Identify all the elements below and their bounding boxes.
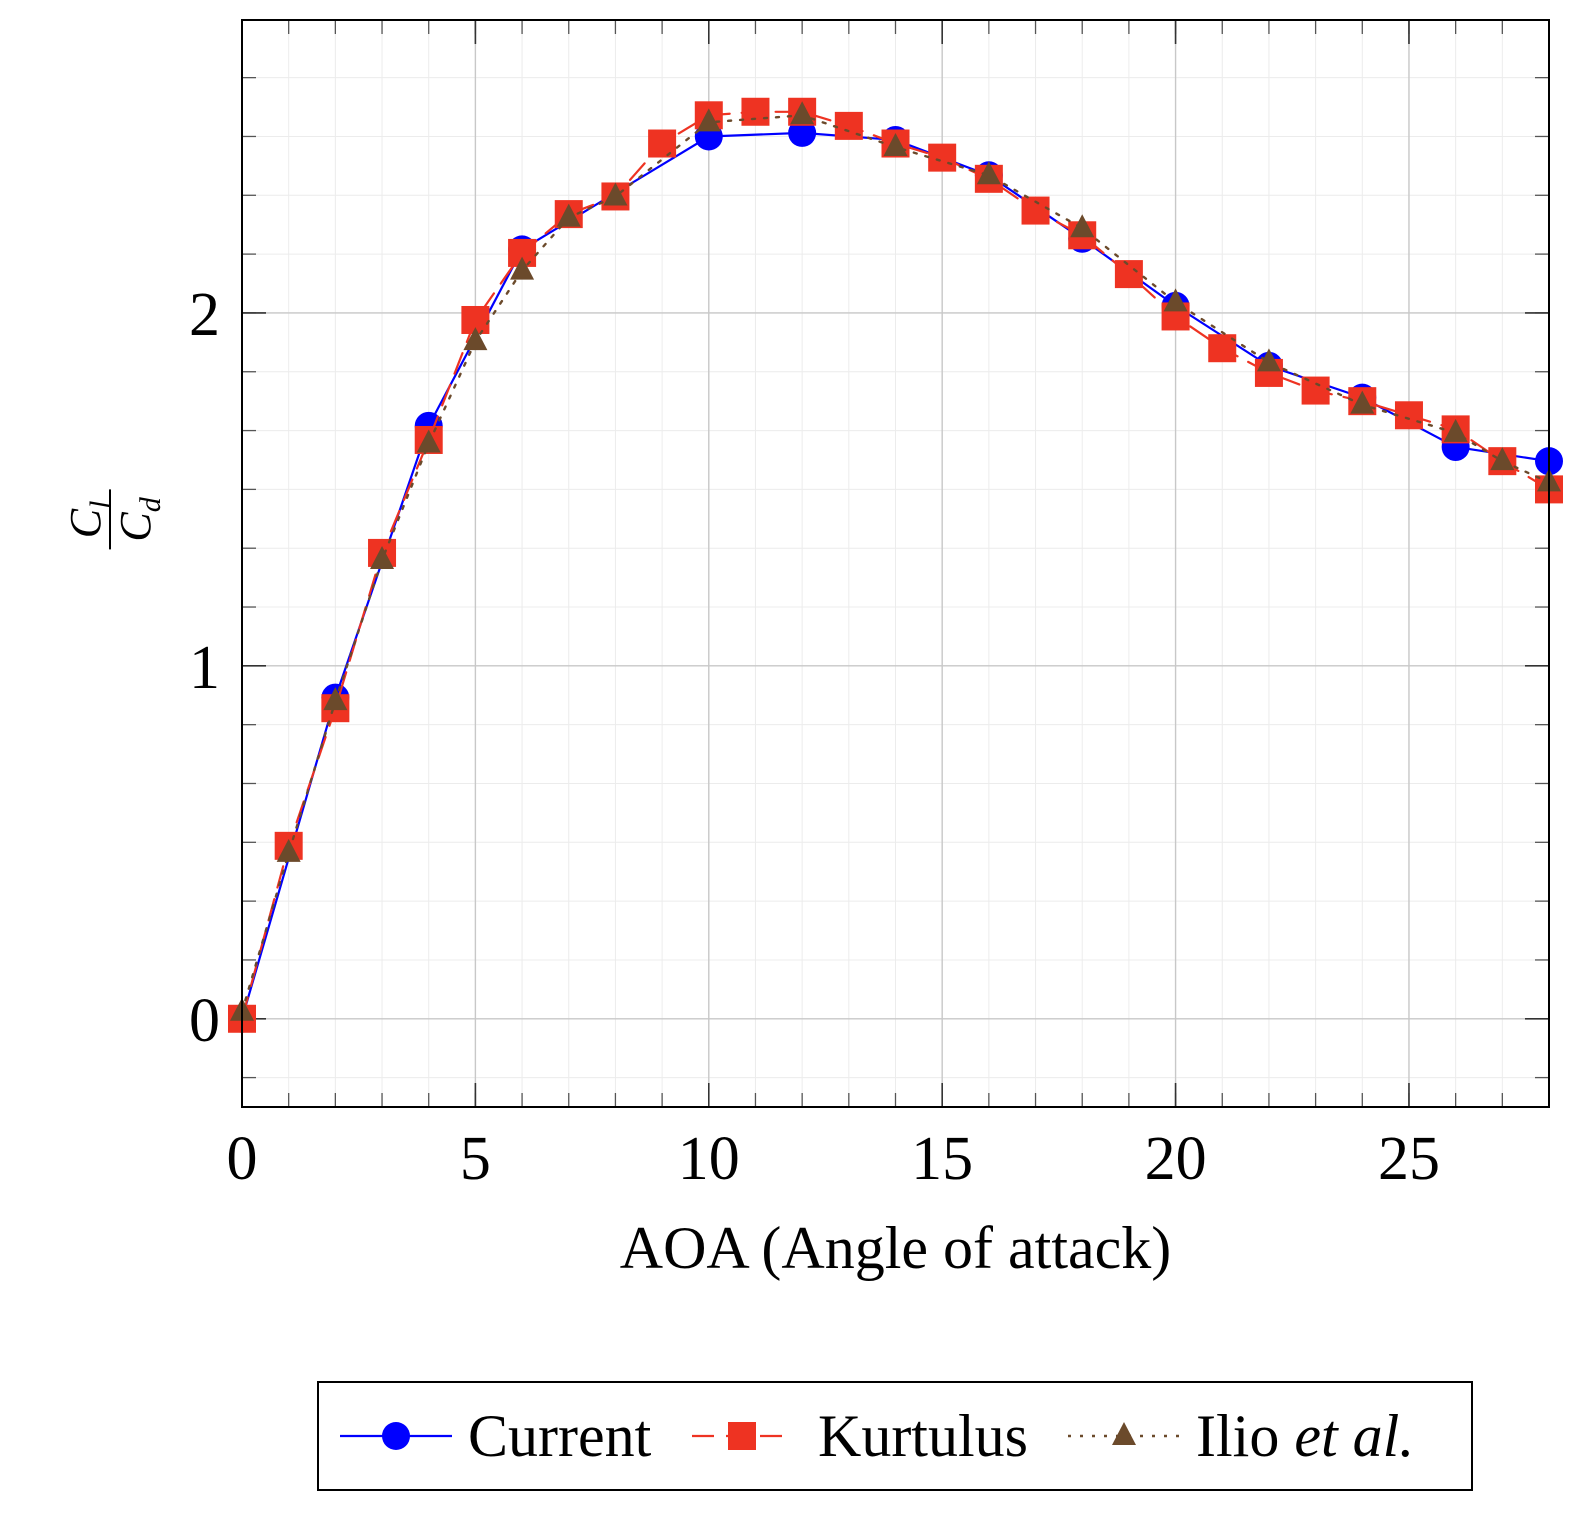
legend-label-kurtulus: Kurtulus — [818, 1403, 1028, 1469]
data-point-ilio-et-al — [510, 256, 535, 280]
y-tick-label: 0 — [189, 987, 220, 1055]
axis-ticks — [241, 20, 1550, 1107]
data-point-kurtulus — [1114, 260, 1143, 289]
legend-box — [317, 1381, 1473, 1491]
x-tick-label: 20 — [1145, 1125, 1207, 1193]
legend-entry-kurtulus: Kurtulus — [692, 1403, 1028, 1469]
data-point-ilio-et-al — [276, 838, 301, 862]
data-point-ilio-et-al — [463, 327, 488, 351]
plot-frame — [241, 19, 1550, 1108]
legend-marker-kurtulus — [728, 1422, 756, 1450]
series-line-ilio-et-al — [240, 114, 1551, 1013]
x-axis-label: AOA (Angle of attack) — [620, 1215, 1171, 1281]
data-point-ilio-et-al — [696, 108, 721, 132]
legend-entry-current: Current — [340, 1403, 652, 1469]
series-line-kurtulus — [240, 110, 1551, 1020]
data-point-current — [788, 118, 817, 147]
x-tick-label: 25 — [1378, 1125, 1440, 1193]
data-point-ilio-et-al — [556, 203, 581, 227]
legend-label-current: Current — [468, 1403, 652, 1469]
y-tick-label: 2 — [189, 281, 220, 349]
y-axis-label-numerator-subscript: l — [84, 501, 117, 509]
minor-grid — [241, 20, 1550, 1107]
data-point-ilio-et-al — [790, 101, 815, 125]
data-point-ilio-et-al — [883, 133, 908, 157]
legend-label-part: Ilio — [1196, 1403, 1294, 1469]
data-point-ilio-et-al — [1070, 214, 1095, 238]
data-point-ilio-et-al — [323, 687, 348, 711]
series-layer — [228, 97, 1563, 1033]
x-tick-label: 0 — [227, 1125, 258, 1193]
y-tick-label: 1 — [189, 634, 220, 702]
data-point-ilio-et-al — [1163, 288, 1188, 312]
legend-entry-ilio-et-al: Ilio et al. — [1068, 1403, 1414, 1469]
y-axis-label: Cl Cd — [61, 489, 167, 550]
legend-label-ilio-et-al: Ilio et al. — [1196, 1403, 1414, 1469]
data-point-kurtulus — [648, 129, 677, 158]
y-axis-label-denominator-subscript: d — [134, 496, 167, 512]
y-axis-label-numerator: Cl — [61, 501, 117, 539]
y-axis-label-denominator: Cd — [111, 496, 167, 541]
data-point-ilio-et-al — [603, 182, 628, 206]
data-point-ilio-et-al — [1350, 390, 1375, 414]
data-point-ilio-et-al — [1490, 447, 1515, 471]
tick-labels: 0 5 10 15 20 25 0 1 2 — [189, 281, 1440, 1193]
legend-marker-current — [382, 1422, 410, 1450]
data-point-ilio-et-al — [976, 161, 1001, 185]
data-point-kurtulus — [928, 143, 957, 172]
x-tick-label: 5 — [460, 1125, 491, 1193]
data-point-kurtulus — [1394, 401, 1423, 430]
legend: Current Kurtulus Ilio et al. — [317, 1381, 1473, 1491]
legend-label-part-italic: et al. — [1294, 1403, 1414, 1469]
data-point-ilio-et-al — [1443, 418, 1468, 442]
legend-marker-ilio-et-al — [1112, 1422, 1136, 1445]
data-point-ilio-et-al — [1256, 348, 1281, 372]
data-point-ilio-et-al — [370, 545, 395, 569]
x-tick-label: 15 — [911, 1125, 973, 1193]
data-point-kurtulus — [1301, 376, 1330, 405]
data-point-kurtulus — [741, 97, 770, 126]
data-point-ilio-et-al — [416, 429, 441, 453]
x-tick-label: 10 — [678, 1125, 740, 1193]
